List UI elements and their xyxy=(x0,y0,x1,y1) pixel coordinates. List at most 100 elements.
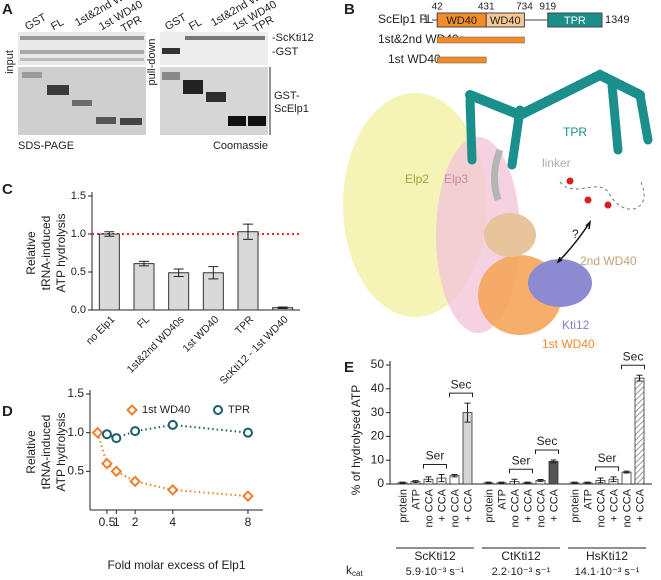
x-tick-label: no CCA xyxy=(509,488,521,527)
marker xyxy=(129,475,142,488)
x-tick-label: no CCA xyxy=(535,488,547,527)
structure: TPR linker Elp2 Elp3 ? 2nd WD40 Kti12 1s… xyxy=(343,69,653,351)
bracket-label: Sec xyxy=(623,349,644,363)
y-axis-label: Relative xyxy=(24,430,38,474)
error-bar xyxy=(537,478,544,482)
error-bar xyxy=(399,481,406,485)
residue-label: 1 xyxy=(423,14,429,26)
residue-label: 1349 xyxy=(605,14,629,26)
bar xyxy=(634,377,645,485)
error-bar xyxy=(584,481,591,485)
legend-marker xyxy=(126,404,138,416)
lane-label: FL xyxy=(187,16,204,33)
bracket xyxy=(595,466,619,471)
bar xyxy=(133,263,155,311)
y-tick-label: 10 xyxy=(371,452,385,466)
error-bar xyxy=(243,223,253,240)
bar xyxy=(168,272,190,311)
gel-right xyxy=(160,32,271,135)
y-axis-label: % of hydrolysed ATP xyxy=(349,385,363,496)
error-bar xyxy=(623,470,630,474)
y-tick-label: 0.0 xyxy=(71,304,86,316)
bracket-label: Ser xyxy=(426,449,445,463)
y-tick-label: 0.5 xyxy=(67,464,84,478)
group-label: HsKti12 xyxy=(586,549,628,563)
bracket xyxy=(509,468,533,474)
y-axis-label: ATP hydrolysis xyxy=(54,214,68,293)
legend-label: TPR xyxy=(228,404,250,416)
structure-label: Kti12 xyxy=(562,318,590,332)
marker xyxy=(130,426,141,437)
y-tick-label: 1.5 xyxy=(67,386,84,400)
x-tick-label: ATP xyxy=(410,489,422,510)
x-tick-label: + CCA xyxy=(436,488,448,521)
band-label: -GST xyxy=(272,46,299,58)
x-tick-label: FL xyxy=(135,313,152,330)
domain-label: TPR xyxy=(564,15,586,27)
bracket-label: Sec xyxy=(451,377,472,391)
error-bar xyxy=(277,306,288,309)
bracket xyxy=(423,463,447,469)
x-tick-label: protein xyxy=(483,489,495,523)
trend-line xyxy=(96,432,249,498)
error-bar xyxy=(412,480,419,484)
bracket-label: Ser xyxy=(512,453,531,467)
domain-label: WD40 xyxy=(446,15,477,27)
marker xyxy=(111,433,122,444)
y-axis-label: tRNA-induced xyxy=(39,216,53,291)
marker xyxy=(242,427,253,438)
x-tick-label: protein xyxy=(397,489,409,523)
error-bar xyxy=(610,476,617,483)
lane-label: FL xyxy=(49,16,66,33)
y-tick-label: 1.0 xyxy=(71,228,86,240)
error-bar xyxy=(438,473,445,483)
y-tick-label: 0 xyxy=(377,476,384,490)
x-tick-label: + CCA xyxy=(548,488,560,521)
residue-label: 919 xyxy=(539,2,556,13)
kcat: kcat xyxy=(346,563,363,578)
error-bar xyxy=(498,481,505,485)
error-bar xyxy=(485,481,492,485)
structure-label: ? xyxy=(572,227,579,241)
error-bar xyxy=(451,473,458,478)
panel-label: C xyxy=(2,181,13,198)
construct-bar xyxy=(436,36,525,44)
x-tick-label: TPR xyxy=(233,313,257,337)
rate-label: 2.2·10⁻³ s⁻¹ xyxy=(492,566,551,578)
bar xyxy=(621,471,632,485)
rate-label: 14.1·10⁻³ s⁻¹ xyxy=(575,566,640,578)
lane-label: GST xyxy=(163,11,189,33)
x-tick-label: no CCA xyxy=(621,488,633,527)
gel-side-label: pull-down xyxy=(146,38,158,85)
domain xyxy=(485,12,525,28)
x-tick-label: 2 xyxy=(132,515,139,529)
structure-label: Elp3 xyxy=(444,172,468,186)
structure-label: 2nd WD40 xyxy=(580,254,637,268)
construct-label: 1st WD40 xyxy=(388,52,441,66)
construct-bar xyxy=(436,56,487,64)
structure-label: TPR xyxy=(563,125,587,139)
bracket-label: Sec xyxy=(537,434,558,448)
x-tick-label: 1st&2nd WD40s xyxy=(125,314,187,376)
bracket-label: Ser xyxy=(598,451,617,465)
marker xyxy=(167,419,178,430)
error-bar xyxy=(425,476,432,483)
marker xyxy=(91,426,104,439)
y-tick-label: 20 xyxy=(371,429,385,443)
error-bar xyxy=(636,374,643,382)
y-axis-label: tRNA-induced xyxy=(39,415,53,490)
error-bar xyxy=(464,402,471,423)
gel-left xyxy=(18,32,146,135)
x-tick-label: 1st WD40 xyxy=(180,313,221,354)
stain-label: SDS-PAGE xyxy=(18,140,74,152)
marker xyxy=(110,465,123,478)
x-tick-label: no Elp1 xyxy=(84,313,118,347)
kcat-label: kcat xyxy=(346,563,363,578)
bar xyxy=(548,460,559,485)
bar xyxy=(462,412,473,485)
residue-label: 431 xyxy=(478,2,495,13)
bracket xyxy=(621,364,645,370)
structure-label: Elp2 xyxy=(405,172,429,186)
error-bar xyxy=(524,481,531,485)
